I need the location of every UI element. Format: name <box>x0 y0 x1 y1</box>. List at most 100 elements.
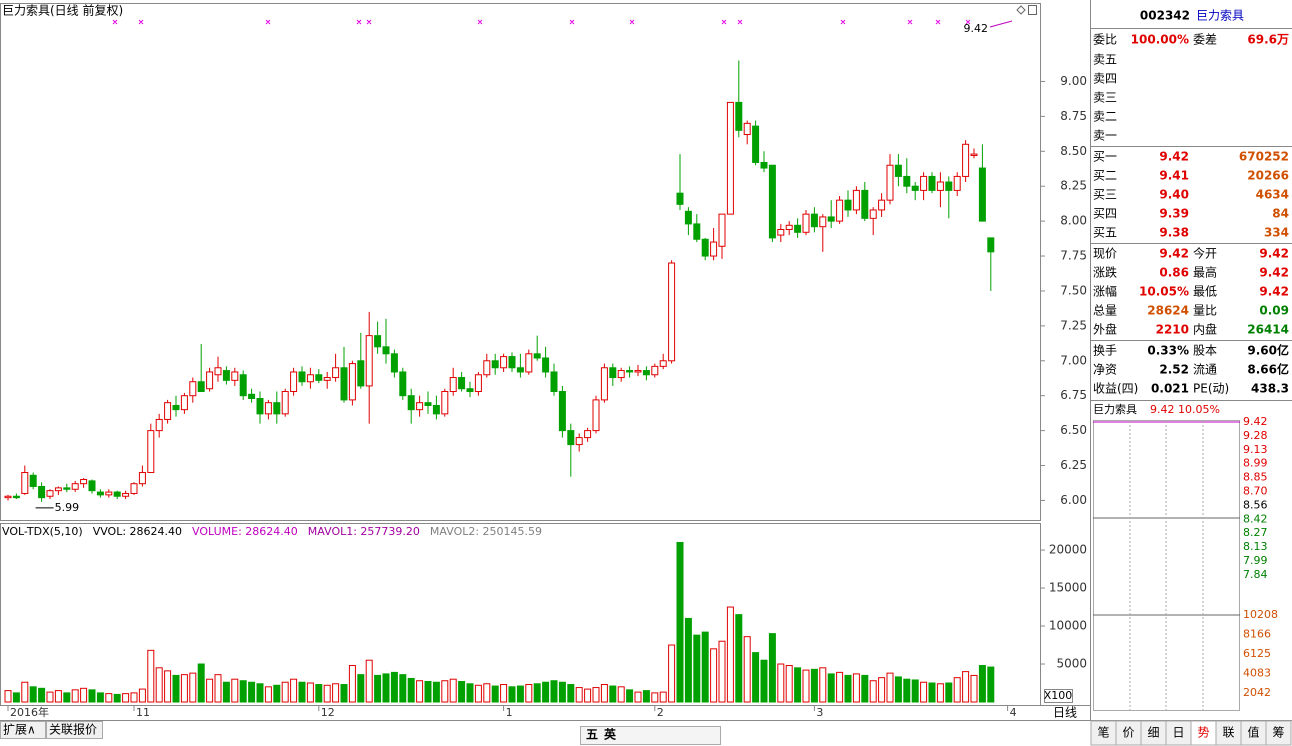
mini-price-tick: 9.13 <box>1243 443 1268 456</box>
candle-body <box>458 377 466 390</box>
volume-bar <box>474 684 482 703</box>
stat-value: 9.42 <box>1159 247 1189 261</box>
candle-body <box>584 430 592 439</box>
volume-bar <box>390 671 398 703</box>
button-label[interactable]: 关联报价 <box>49 722 97 737</box>
candle-body <box>970 153 978 156</box>
candle-body <box>945 181 953 191</box>
tab[interactable] <box>1265 720 1292 746</box>
volume-bar <box>281 681 289 703</box>
volume-bar <box>987 666 995 703</box>
annotation: 5.99 <box>55 501 80 514</box>
candle-body <box>508 356 516 369</box>
mini-price-tick: 8.42 <box>1243 512 1268 525</box>
tab-label[interactable]: 细 <box>1147 726 1159 740</box>
volume-bar <box>180 674 188 703</box>
tab-label[interactable]: 筹 <box>1272 726 1284 740</box>
button-label[interactable]: 扩展∧ <box>3 723 36 737</box>
candle-body <box>63 487 71 490</box>
bid-label: 买四 <box>1093 207 1117 221</box>
candle-body <box>222 370 230 381</box>
candle-body <box>500 356 508 369</box>
stat-label: 涨幅 <box>1093 284 1117 299</box>
candle-body <box>609 367 617 379</box>
volume-bar <box>12 692 20 703</box>
tab[interactable] <box>1090 720 1117 746</box>
candle-body <box>617 370 625 379</box>
candle-body <box>785 224 793 230</box>
tab[interactable] <box>1115 720 1142 746</box>
volume-bar <box>676 541 684 703</box>
candle-body <box>189 381 197 397</box>
candle-body <box>474 374 482 393</box>
candle-body <box>449 377 457 393</box>
candle-body <box>264 402 272 415</box>
candle-body <box>399 371 407 397</box>
tab[interactable] <box>1240 720 1267 746</box>
volume-bar <box>29 686 37 703</box>
volume-bar <box>54 690 62 703</box>
candle-body <box>743 122 751 136</box>
tab-label[interactable]: 笔 <box>1097 725 1109 740</box>
ime-item[interactable]: 五 <box>586 728 598 742</box>
ime-item[interactable]: 英 <box>604 727 617 742</box>
candle-body <box>718 213 726 247</box>
candle-body <box>642 370 650 376</box>
volume-bar <box>584 688 592 703</box>
x-tick-label: 11 <box>136 706 150 719</box>
volume-bar <box>214 674 222 703</box>
tab-label[interactable]: 联 <box>1222 726 1234 740</box>
value: 69.6万 <box>1247 33 1289 47</box>
mini-price-tick: 8.99 <box>1243 457 1268 470</box>
volume-bar <box>735 614 743 703</box>
volume-bar <box>206 678 214 703</box>
volume-bar <box>802 669 810 703</box>
stat-value: 28624 <box>1147 304 1189 318</box>
candle-body <box>483 360 491 376</box>
tab[interactable] <box>1190 720 1217 746</box>
mini-price: 9.42 <box>1150 403 1175 416</box>
stat-value: 9.42 <box>1259 266 1289 280</box>
stat-value: 438.3 <box>1251 382 1289 396</box>
stat-value: 0.86 <box>1159 266 1189 280</box>
bid-label: 买三 <box>1093 188 1117 202</box>
candle-body <box>827 216 835 222</box>
candle-body <box>668 262 676 362</box>
stock-name: 巨力索具 <box>1196 9 1244 23</box>
legend-entry: MAVOL1: 257739.20 <box>308 525 420 538</box>
y-tick-label: 15000 <box>1049 581 1087 595</box>
volume-bar <box>777 663 785 703</box>
value: 100.00% <box>1131 33 1189 47</box>
candle-body <box>105 491 113 496</box>
volume-bar <box>105 693 113 703</box>
tab-label[interactable]: 价 <box>1122 726 1134 740</box>
button[interactable] <box>46 721 103 739</box>
mini-volume-tick: 2042 <box>1243 686 1271 699</box>
candle-body <box>54 487 62 492</box>
x-tick-label: 1 <box>506 706 513 719</box>
volume-bar <box>794 667 802 703</box>
button[interactable] <box>0 721 46 739</box>
stat-label: 涨跌 <box>1093 265 1117 280</box>
volume-bar <box>88 689 96 703</box>
candle-body <box>978 167 986 222</box>
volume-bar <box>365 659 373 703</box>
x-tick-label: 4 <box>1010 706 1017 719</box>
icon[interactable] <box>1028 5 1037 15</box>
volume-bar <box>332 683 340 703</box>
tab-label[interactable]: 日 <box>1172 726 1184 740</box>
x-tick-label: 2 <box>657 706 664 719</box>
volume-bar <box>164 670 172 703</box>
tab-label[interactable]: 值 <box>1247 725 1259 740</box>
candle-body <box>365 335 373 387</box>
icon[interactable] <box>1016 5 1026 15</box>
candle-body <box>819 216 827 228</box>
tab-label[interactable]: 势 <box>1197 726 1209 740</box>
candle-body <box>239 374 247 397</box>
candle-body <box>390 353 398 373</box>
volume-bar <box>256 683 264 703</box>
candle-body <box>382 346 390 355</box>
tab[interactable] <box>1165 720 1192 746</box>
stat-label: PE(动) <box>1193 382 1229 396</box>
volume-bar <box>357 674 365 703</box>
